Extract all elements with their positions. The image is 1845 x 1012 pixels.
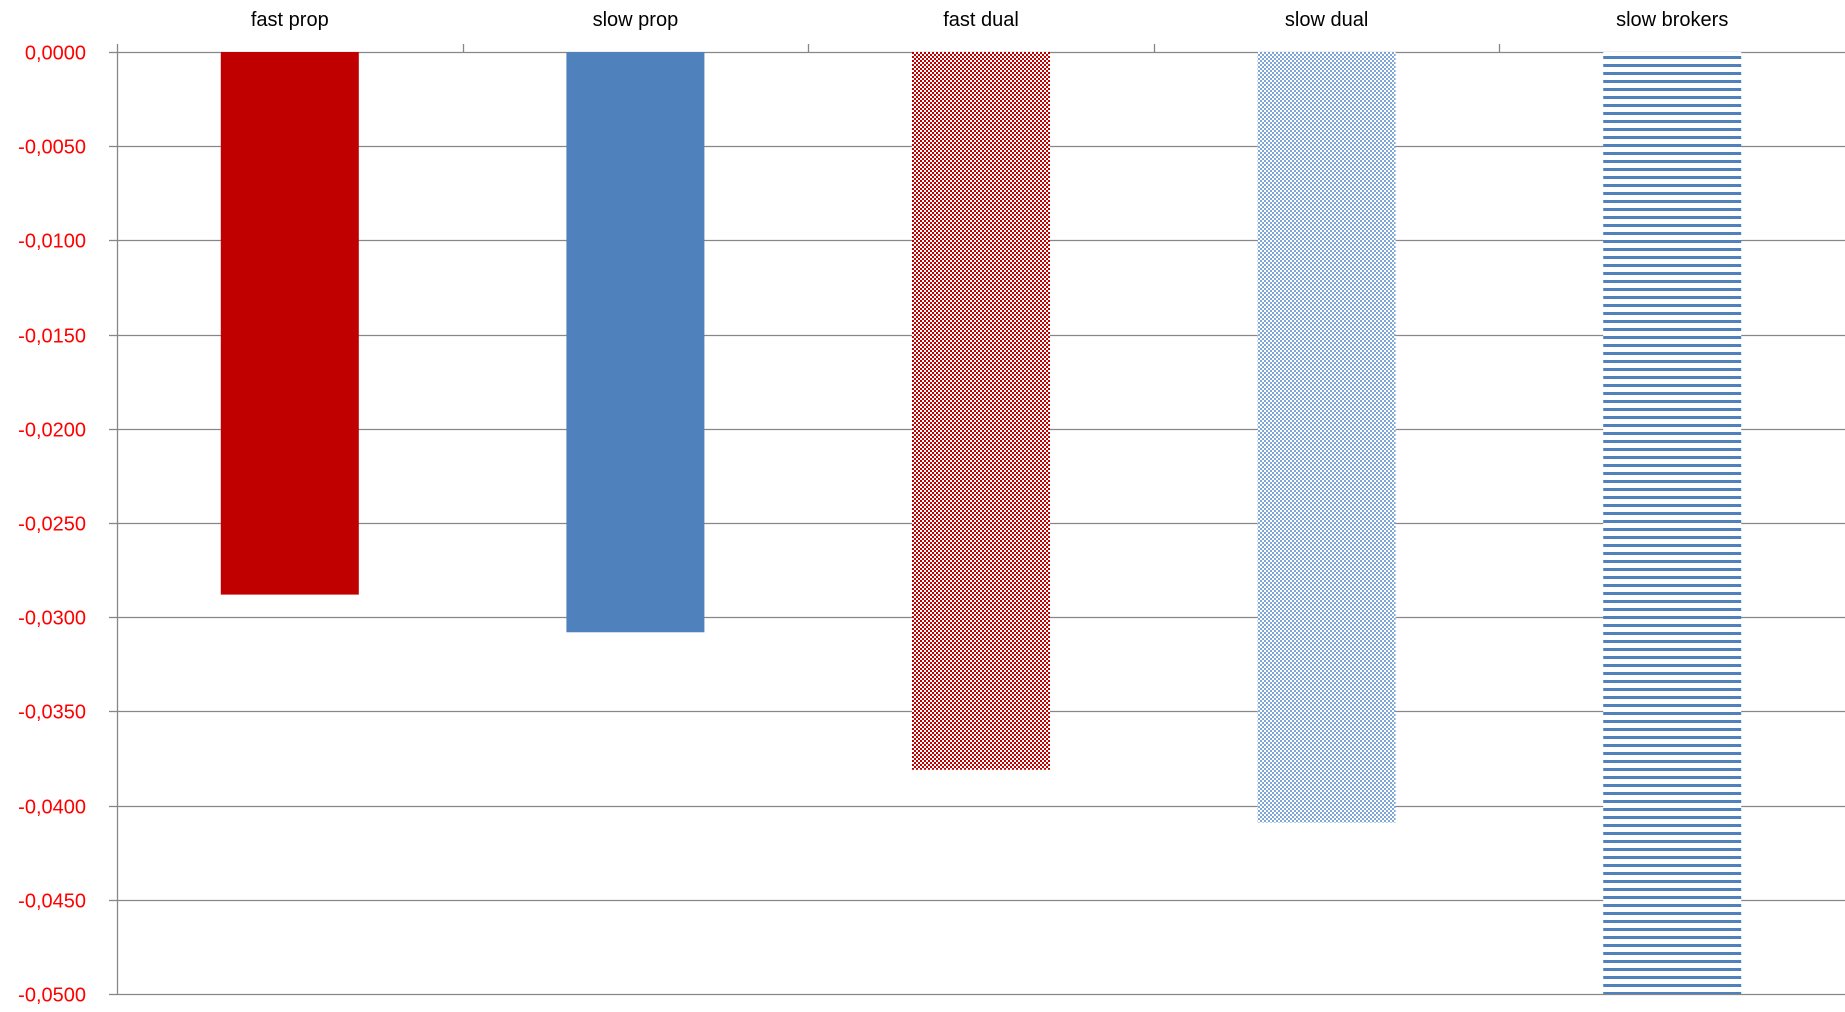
axes [109,44,1501,996]
category-label: slow dual [1285,9,1368,31]
y-tick-label: -0,0400 [18,797,86,819]
y-tick-label: -0,0150 [18,326,86,348]
bar-fast-dual [912,52,1050,770]
y-tick-label: 0,0000 [25,43,86,65]
y-tick-label: -0,0050 [18,137,86,159]
y-tick-label: -0,0500 [18,985,86,1007]
y-tick-label: -0,0200 [18,420,86,442]
y-tick-label: -0,0350 [18,702,86,724]
bar-slow-brokers [1603,52,1742,994]
bar-slow-prop [566,52,705,633]
bar-slow-dual [1257,52,1396,823]
category-label: fast dual [943,9,1019,31]
y-tick-label: -0,0250 [18,514,86,536]
y-tick-label: -0,0450 [18,891,86,913]
y-tick-label: -0,0100 [18,231,86,253]
category-label: fast prop [251,9,329,31]
category-label: slow prop [593,9,679,31]
tick-labels: 0,0000 -0,0050 -0,0100 -0,0150 -0,0200 -0,025… [18,9,1728,1007]
category-label: slow brokers [1616,9,1728,31]
bars [220,52,1742,994]
bar-fast-prop [220,52,359,595]
y-tick-label: -0,0300 [18,608,86,630]
